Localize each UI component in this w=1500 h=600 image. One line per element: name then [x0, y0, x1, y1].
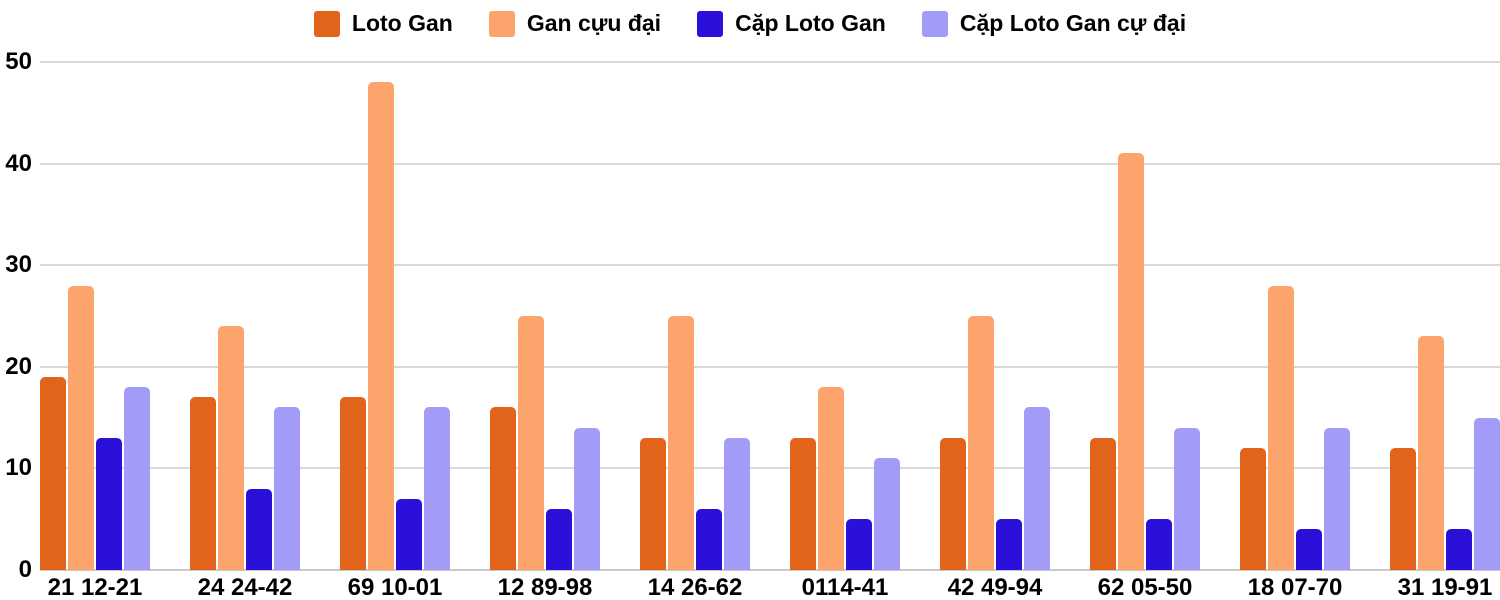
x-category-label-6: 0114-41 [801, 574, 889, 600]
legend-label-loto-gan: Loto Gan [351, 10, 453, 36]
bar-group-9 [1240, 62, 1350, 570]
bar-cap-loto-gan-1[interactable] [96, 437, 122, 570]
bar-loto-gan-1[interactable] [40, 376, 66, 570]
bar-cap-loto-gan-6[interactable] [846, 519, 872, 570]
legend-item-gan-cuu-dai[interactable]: Gan cựu đại [488, 10, 662, 37]
bar-gan-cuu-dai-10[interactable] [1418, 336, 1444, 570]
bar-cap-loto-gan-cu-dai-3[interactable] [424, 407, 450, 570]
legend-item-cap-loto-gan[interactable]: Cặp Loto Gan [697, 10, 886, 37]
legend-item-loto-gan[interactable]: Loto Gan [313, 10, 453, 37]
y-tick-label-10: 10 [5, 454, 32, 482]
bar-group-3 [340, 62, 450, 570]
gridline-40 [40, 162, 1500, 165]
bar-cap-loto-gan-cu-dai-4[interactable] [574, 427, 600, 570]
bar-group-6 [790, 62, 900, 570]
bar-gan-cuu-dai-4[interactable] [518, 316, 544, 570]
bar-groups [40, 62, 1500, 570]
bar-cap-loto-gan-cu-dai-5[interactable] [724, 437, 750, 570]
gridline-50 [40, 61, 1500, 63]
y-tick-label-20: 20 [5, 352, 32, 380]
bar-gan-cuu-dai-1[interactable] [68, 285, 94, 570]
bar-group-7 [940, 62, 1050, 570]
legend-item-cap-loto-gan-cu-dai[interactable]: Cặp Loto Gan cự đại [921, 10, 1187, 37]
bar-loto-gan-5[interactable] [640, 437, 666, 570]
gridline-20 [40, 365, 1500, 368]
x-category-label-4: 12 89-98 [497, 574, 593, 600]
bar-cap-loto-gan-2[interactable] [246, 488, 272, 570]
bar-group-2 [190, 62, 300, 570]
bar-gan-cuu-dai-2[interactable] [218, 326, 244, 570]
legend-swatch-cap-loto-gan [697, 10, 724, 37]
x-category-label-2: 24 24-42 [197, 574, 293, 600]
bar-cap-loto-gan-7[interactable] [996, 519, 1022, 570]
bar-loto-gan-9[interactable] [1240, 448, 1266, 570]
bar-gan-cuu-dai-6[interactable] [818, 387, 844, 570]
legend-swatch-gan-cuu-dai [488, 10, 515, 37]
x-category-label-5: 14 26-62 [647, 574, 743, 600]
bar-cap-loto-gan-5[interactable] [696, 509, 722, 570]
legend-swatch-cap-loto-gan-cu-dai [921, 10, 948, 37]
bar-gan-cuu-dai-3[interactable] [368, 82, 394, 570]
legend-swatch-loto-gan [313, 10, 340, 37]
bar-gan-cuu-dai-7[interactable] [968, 316, 994, 570]
bar-cap-loto-gan-cu-dai-10[interactable] [1474, 417, 1500, 570]
bar-gan-cuu-dai-5[interactable] [668, 316, 694, 570]
plot-area [40, 61, 1500, 571]
bar-cap-loto-gan-cu-dai-7[interactable] [1024, 407, 1050, 570]
bar-loto-gan-6[interactable] [790, 437, 816, 570]
bar-group-10 [1390, 62, 1500, 570]
bar-loto-gan-7[interactable] [940, 437, 966, 570]
bar-cap-loto-gan-3[interactable] [396, 498, 422, 570]
y-tick-label-30: 30 [5, 251, 32, 279]
x-category-label-1: 21 12-21 [47, 574, 143, 600]
bar-loto-gan-10[interactable] [1390, 448, 1416, 570]
bar-cap-loto-gan-10[interactable] [1446, 529, 1472, 570]
bar-cap-loto-gan-8[interactable] [1146, 519, 1172, 570]
bar-loto-gan-2[interactable] [190, 397, 216, 570]
y-tick-label-0: 0 [18, 556, 32, 583]
y-tick-label-40: 40 [5, 149, 32, 177]
bar-cap-loto-gan-9[interactable] [1296, 529, 1322, 570]
chart-legend: Loto Gan Gan cựu đại Cặp Loto Gan Cặp Loto … [0, 10, 1500, 37]
bar-group-1 [40, 62, 150, 570]
bar-cap-loto-gan-cu-dai-2[interactable] [274, 407, 300, 570]
bar-cap-loto-gan-cu-dai-6[interactable] [874, 458, 900, 570]
bar-loto-gan-3[interactable] [340, 397, 366, 570]
gridline-10 [40, 467, 1500, 470]
bar-loto-gan-4[interactable] [490, 407, 516, 570]
gridline-30 [40, 264, 1500, 267]
x-category-label-10: 31 19-91 [1397, 574, 1493, 600]
y-tick-label-50: 50 [5, 48, 32, 75]
x-category-label-7: 42 49-94 [947, 574, 1043, 600]
bar-group-4 [490, 62, 600, 570]
legend-label-cap-loto-gan: Cặp Loto Gan [735, 10, 886, 36]
legend-label-gan-cuu-dai: Gan cựu đại [526, 10, 662, 36]
bar-loto-gan-8[interactable] [1090, 437, 1116, 570]
x-category-label-3: 69 10-01 [347, 574, 443, 600]
bar-cap-loto-gan-cu-dai-9[interactable] [1324, 427, 1350, 570]
gridline-0 [40, 569, 1500, 571]
bar-cap-loto-gan-cu-dai-8[interactable] [1174, 427, 1200, 570]
x-category-label-9: 18 07-70 [1247, 574, 1343, 600]
bar-cap-loto-gan-4[interactable] [546, 509, 572, 570]
bar-gan-cuu-dai-9[interactable] [1268, 285, 1294, 570]
bar-gan-cuu-dai-8[interactable] [1118, 153, 1144, 570]
x-category-label-8: 62 05-50 [1097, 574, 1193, 600]
bar-group-8 [1090, 62, 1200, 570]
legend-label-cap-loto-gan-cu-dai: Cặp Loto Gan cự đại [959, 10, 1187, 36]
bar-cap-loto-gan-cu-dai-1[interactable] [124, 387, 150, 570]
bar-group-5 [640, 62, 750, 570]
